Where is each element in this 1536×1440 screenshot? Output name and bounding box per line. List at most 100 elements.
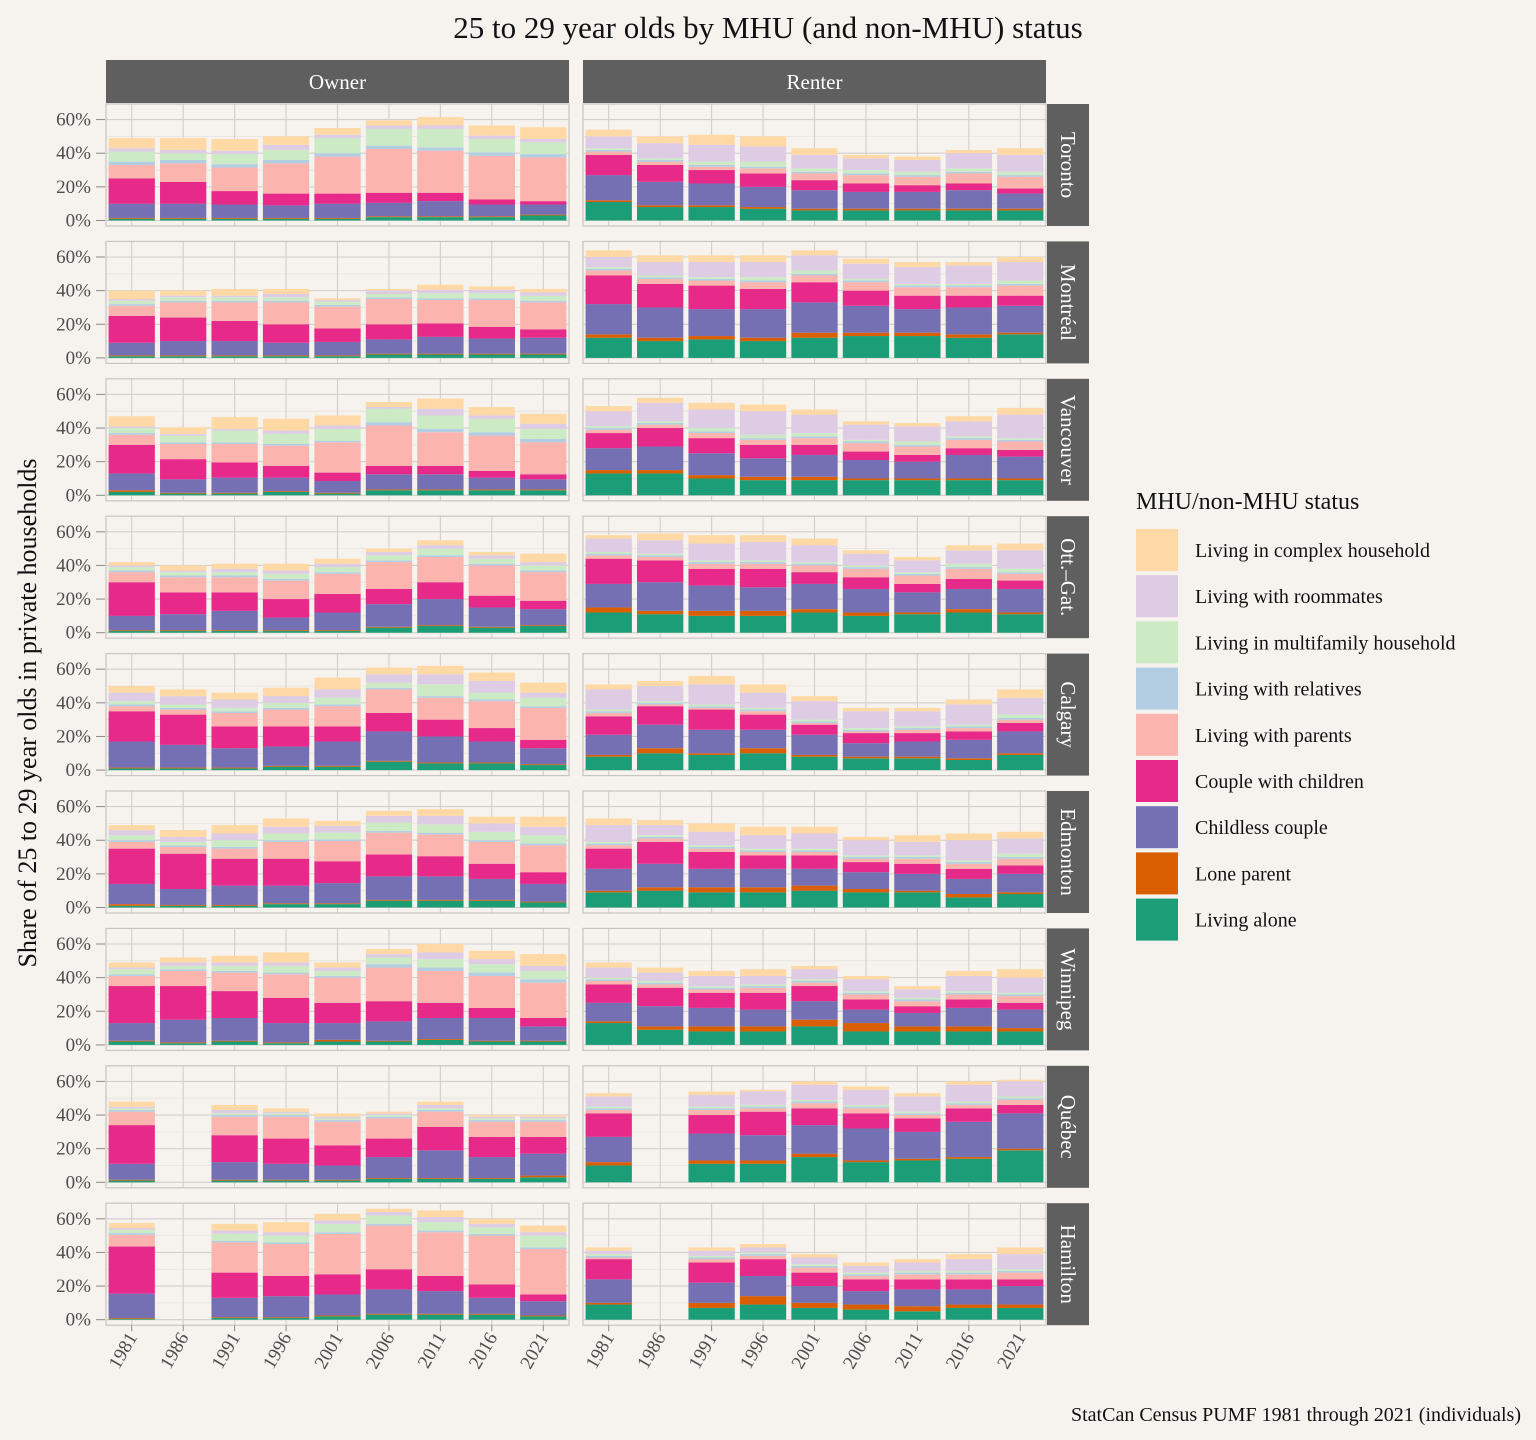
- bar-segment: [211, 1233, 258, 1241]
- bar-segment: [739, 562, 787, 564]
- bar-segment: [108, 1293, 155, 1319]
- bar-segment: [262, 136, 310, 145]
- y-tick-label: 40%: [56, 1105, 91, 1126]
- bar-segment: [842, 439, 890, 442]
- bar-segment: [585, 1255, 632, 1258]
- bar-segment: [791, 275, 838, 283]
- bar-segment: [468, 415, 515, 419]
- bar-segment: [688, 684, 735, 705]
- y-tick-label: 60%: [56, 1209, 91, 1230]
- panel-renter: [582, 652, 1047, 777]
- bar-segment: [108, 1111, 155, 1126]
- bar-segment: [585, 551, 632, 554]
- bar-segment: [365, 1225, 413, 1270]
- bar-segment: [108, 217, 155, 219]
- bar-segment: [791, 1265, 838, 1268]
- bar-segment: [842, 568, 890, 578]
- bar-segment: [688, 1031, 735, 1045]
- bar-segment: [314, 967, 361, 971]
- bar-segment: [637, 205, 684, 208]
- bar-segment: [520, 1301, 567, 1316]
- bar-segment: [739, 711, 787, 715]
- bar-segment: [108, 444, 155, 474]
- bar-segment: [791, 1157, 838, 1183]
- bar-segment: [585, 1279, 632, 1303]
- bar-segment: [417, 834, 464, 857]
- bar-segment: [520, 883, 567, 902]
- bar-segment: [417, 824, 464, 833]
- bar-segment: [997, 262, 1044, 281]
- bar-segment: [739, 439, 787, 445]
- bar-segment: [108, 835, 155, 841]
- bar-segment: [688, 563, 735, 569]
- bar-segment: [585, 756, 632, 771]
- bar-segment: [585, 868, 632, 891]
- bar-segment: [365, 192, 413, 203]
- bar-segment: [997, 572, 1044, 574]
- bar-segment: [211, 748, 258, 768]
- bar-segment: [791, 1257, 838, 1265]
- bar-segment: [585, 709, 632, 712]
- bar-segment: [637, 422, 684, 425]
- bar-segment: [637, 555, 684, 558]
- bar-segment: [108, 434, 155, 445]
- bar-segment: [417, 674, 464, 685]
- bar-segment: [997, 1150, 1044, 1183]
- bar-segment: [945, 210, 992, 221]
- bar-segment: [417, 201, 464, 217]
- bar-segment: [894, 575, 941, 584]
- bar-segment: [365, 548, 413, 552]
- bar-segment: [468, 680, 515, 693]
- bar-segment: [688, 1115, 735, 1134]
- bar-segment: [211, 1297, 258, 1318]
- bar-segment: [945, 1084, 992, 1102]
- bar-segment: [211, 575, 258, 578]
- bar-segment: [417, 815, 464, 825]
- bar-segment: [585, 202, 632, 221]
- bar-segment: [894, 1113, 941, 1116]
- bar-segment: [365, 125, 413, 129]
- bar-segment: [314, 689, 361, 698]
- bar-segment: [739, 1135, 787, 1161]
- bar-segment: [108, 1233, 155, 1235]
- bar-segment: [791, 721, 838, 724]
- strip-bg-region: [1047, 791, 1089, 913]
- bar-segment: [945, 480, 992, 496]
- bar-segment: [108, 572, 155, 583]
- bar-segment: [211, 493, 258, 496]
- bar-segment: [211, 858, 258, 886]
- bar-segment: [314, 1120, 361, 1122]
- panel-owner: [105, 652, 570, 777]
- bar-segment: [791, 438, 838, 445]
- bar-segment: [314, 356, 361, 358]
- bar-segment: [842, 173, 890, 176]
- bar-segment: [894, 1274, 941, 1280]
- bar-segment: [585, 818, 632, 826]
- bar-segment: [365, 957, 413, 965]
- bar-segment: [314, 492, 361, 494]
- bar-segment: [160, 297, 207, 301]
- strip-bg-region: [1047, 104, 1089, 226]
- bar-segment: [688, 431, 735, 434]
- bar-segment: [365, 551, 413, 556]
- bar-segment: [314, 612, 361, 631]
- bar-segment: [211, 1104, 258, 1110]
- bar-segment: [160, 592, 207, 615]
- bar-segment: [108, 841, 155, 849]
- legend-swatch: [1136, 667, 1178, 710]
- bar-segment: [688, 1133, 735, 1161]
- bar-segment: [842, 183, 890, 192]
- bar-segment: [160, 565, 207, 571]
- bar-segment: [842, 1023, 890, 1032]
- bar-segment: [739, 826, 787, 836]
- bar-segment: [791, 476, 838, 481]
- bar-segment: [417, 697, 464, 720]
- bar-segment: [417, 1101, 464, 1105]
- bar-segment: [585, 473, 632, 496]
- bar-segment: [314, 1116, 361, 1119]
- bar-segment: [894, 171, 941, 176]
- bar-segment: [688, 1026, 735, 1032]
- bar-segment: [365, 689, 413, 713]
- bar-segment: [997, 992, 1044, 995]
- bar-segment: [468, 1223, 515, 1228]
